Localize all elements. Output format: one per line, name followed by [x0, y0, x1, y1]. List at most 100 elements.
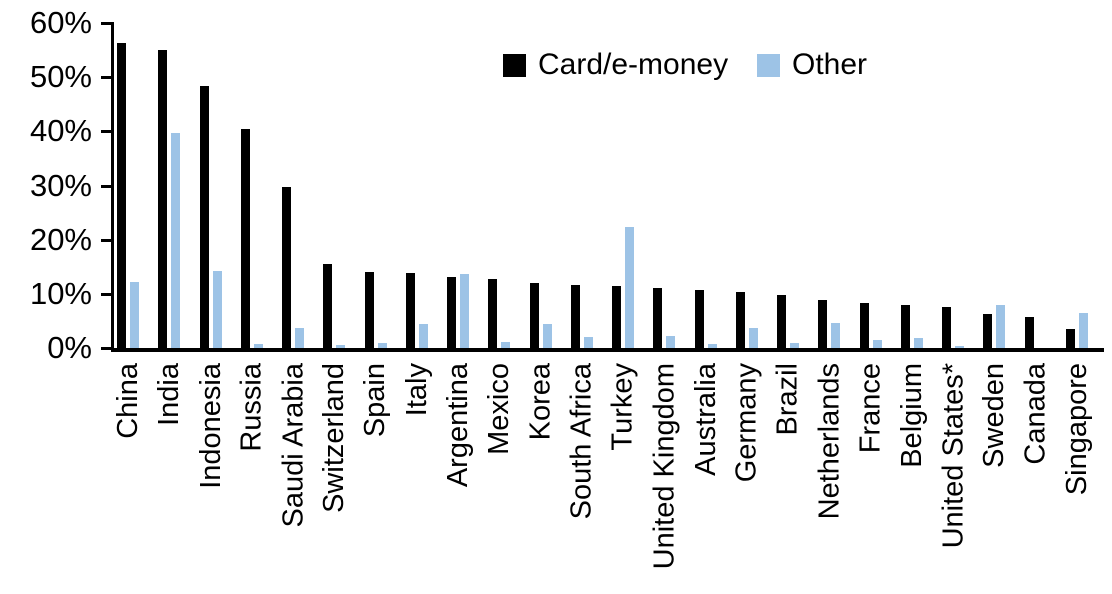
x-label-cell: Turkey	[607, 352, 650, 594]
bar-other-india	[171, 133, 181, 348]
bar-group-netherlands	[815, 22, 856, 348]
y-tick-50	[101, 76, 112, 80]
bar-card-netherlands	[818, 299, 828, 348]
x-label-india: India	[153, 363, 186, 426]
bar-other-germany	[748, 327, 758, 348]
bar-group-germany	[733, 22, 774, 348]
bar-group-saudi-arabia	[279, 22, 320, 348]
x-label-brazil: Brazil	[772, 363, 804, 436]
y-tick-30	[101, 184, 112, 188]
x-label-germany: Germany	[730, 363, 763, 483]
x-label-cell: Sweden	[978, 352, 1021, 594]
bar-group-india	[155, 22, 196, 348]
bar-card-united-states-	[942, 307, 951, 348]
bar-group-south-africa	[568, 22, 609, 348]
x-label-united-states-: United States*	[937, 363, 969, 549]
bar-other-mexico	[501, 342, 511, 348]
bar-card-france	[859, 302, 869, 348]
bar-other-united-kingdom	[666, 336, 676, 348]
x-label-turkey: Turkey	[607, 363, 639, 451]
bar-card-singapore	[1065, 328, 1075, 348]
legend-swatch-card	[503, 53, 526, 77]
y-tick-label-60: 60%	[29, 5, 92, 41]
bar-other-saudi-arabia	[295, 327, 304, 348]
x-label-cell: Switzerland	[318, 352, 361, 594]
bar-other-brazil	[790, 342, 799, 348]
bar-group-canada	[1022, 22, 1063, 348]
x-axis-labels: China India Indonesia Russia Saudi Arabia Swi…	[112, 352, 1104, 594]
x-label-cell: United Kingdom	[648, 352, 691, 594]
x-label-cell: Argentina	[442, 352, 485, 594]
x-label-korea: Korea	[524, 363, 557, 441]
x-label-cell: Brazil	[772, 352, 815, 594]
x-label-cell: France	[855, 352, 898, 594]
bar-group-france	[857, 22, 898, 348]
bar-other-france	[872, 340, 882, 348]
bar-group-russia	[238, 22, 279, 348]
y-tick-label-10: 10%	[29, 275, 92, 311]
bar-card-switzerland	[323, 264, 333, 348]
bar-card-canada	[1024, 317, 1034, 348]
x-label-italy: Italy	[400, 363, 433, 417]
bar-group-sweden	[980, 22, 1021, 348]
bar-group-spain	[362, 22, 403, 348]
bar-card-korea	[529, 283, 539, 348]
bar-other-switzerland	[336, 344, 346, 348]
x-label-south-africa: South Africa	[565, 363, 598, 520]
bar-group-united-states-	[939, 22, 980, 348]
bar-other-belgium	[913, 337, 923, 348]
bar-card-australia	[694, 290, 704, 348]
x-label-cell: United States*	[937, 352, 980, 594]
bar-other-turkey	[625, 226, 634, 348]
bar-group-mexico	[485, 22, 526, 348]
bar-group-korea	[527, 22, 568, 348]
bar-other-south-africa	[583, 336, 593, 348]
x-label-saudi-arabia: Saudi Arabia	[277, 363, 309, 528]
bar-group-united-kingdom	[650, 22, 691, 348]
legend-label-card: Card/e-money	[538, 48, 729, 81]
x-label-netherlands: Netherlands	[813, 363, 846, 520]
bar-group-italy	[403, 22, 444, 348]
bar-other-italy	[418, 324, 428, 348]
bar-card-germany	[735, 292, 745, 348]
x-label-singapore: Singapore	[1060, 363, 1093, 496]
bar-other-sweden	[996, 305, 1006, 348]
x-label-sweden: Sweden	[978, 363, 1011, 468]
legend-item-other: Other	[757, 50, 867, 80]
x-label-cell: Australia	[690, 352, 733, 594]
x-label-cell: India	[153, 352, 196, 594]
y-tick-20	[101, 238, 112, 242]
x-label-cell: Belgium	[896, 352, 939, 594]
x-label-cell: China	[112, 352, 155, 594]
bar-group-turkey	[609, 22, 650, 348]
bar-other-singapore	[1078, 313, 1088, 348]
bar-other-argentina	[460, 274, 469, 348]
x-label-argentina: Argentina	[442, 363, 474, 488]
legend-item-card: Card/e-money	[503, 50, 728, 80]
bar-card-spain	[364, 272, 374, 348]
x-label-spain: Spain	[359, 363, 392, 438]
x-label-cell: Germany	[730, 352, 774, 594]
x-label-cell: Saudi Arabia	[277, 352, 320, 594]
legend-label-other: Other	[792, 48, 868, 81]
x-label-cell: Russia	[236, 352, 279, 594]
bar-card-italy	[405, 273, 415, 348]
bar-card-belgium	[900, 305, 910, 348]
x-label-cell: Spain	[359, 352, 403, 594]
bar-other-australia	[707, 343, 717, 348]
bar-other-russia	[253, 343, 263, 348]
bar-other-indonesia	[212, 270, 222, 348]
bar-other-china	[130, 282, 139, 348]
bar-group-china	[114, 22, 155, 348]
bar-card-china	[117, 42, 126, 348]
y-tick-label-0: 0%	[47, 330, 92, 365]
x-label-cell: Singapore	[1060, 352, 1104, 594]
bar-group-belgium	[898, 22, 939, 348]
y-tick-60	[101, 22, 112, 26]
x-label-cell: Indonesia	[195, 352, 238, 594]
x-label-cell: Italy	[400, 352, 444, 594]
bar-card-turkey	[612, 286, 621, 348]
bar-other-korea	[542, 324, 552, 348]
y-tick-40	[101, 130, 112, 134]
